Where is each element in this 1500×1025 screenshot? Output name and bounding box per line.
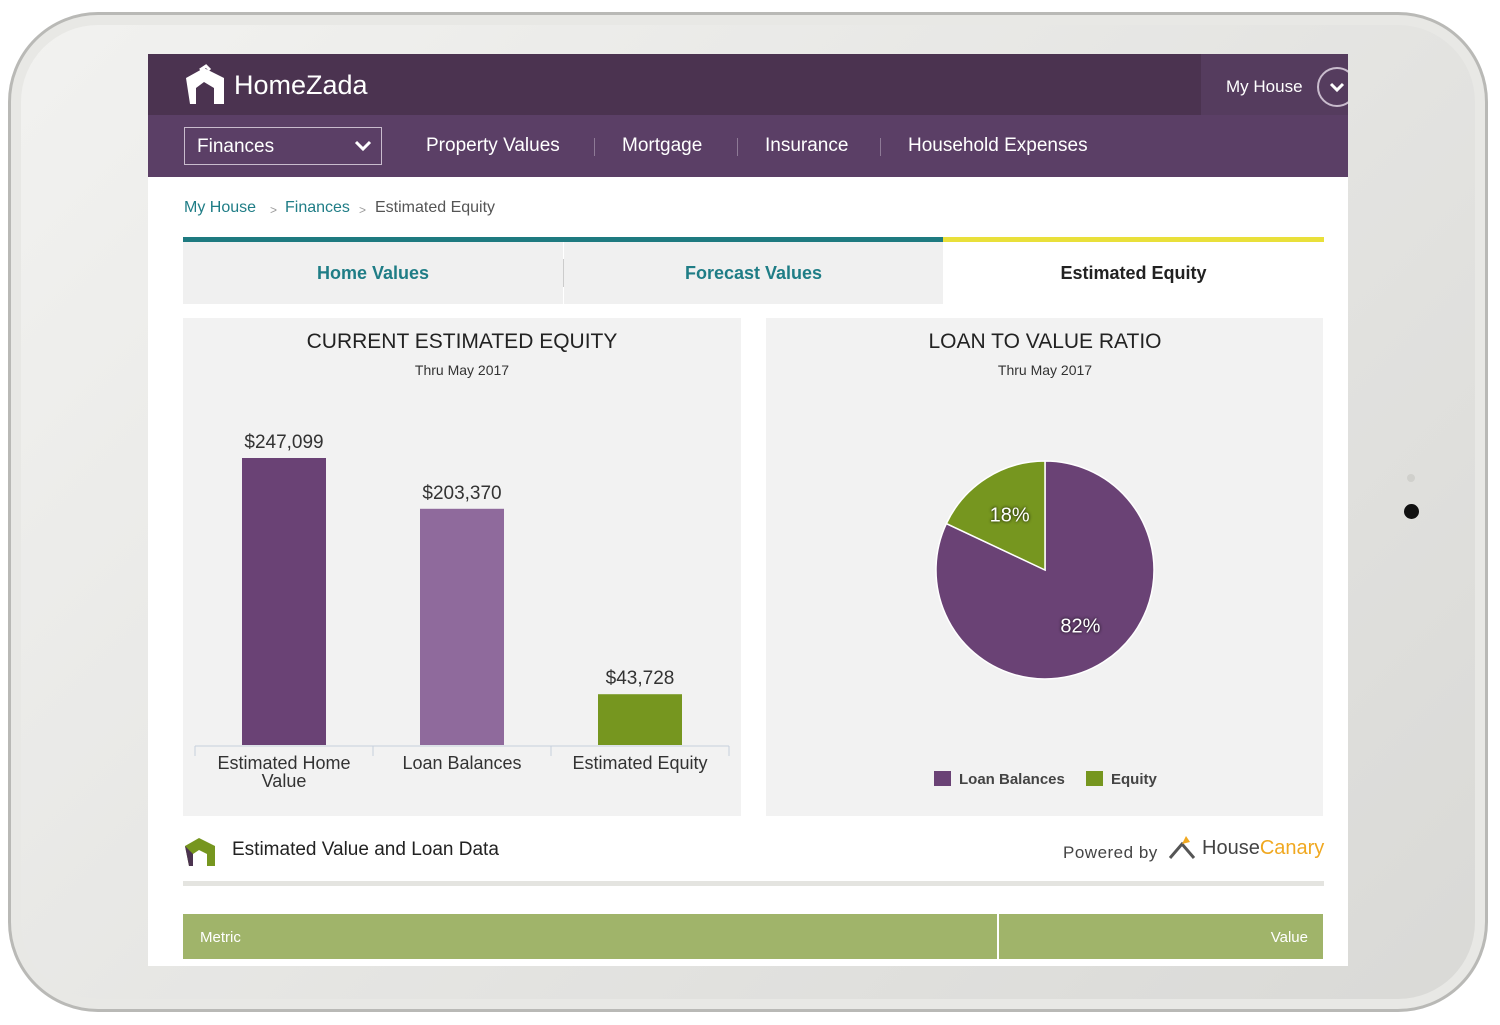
chart-title: LOAN TO VALUE RATIO — [928, 330, 1161, 353]
table-header — [183, 914, 1323, 959]
provider: HouseCanary — [1202, 837, 1324, 860]
tab-separator — [563, 259, 564, 287]
value-label: $203,370 — [422, 483, 501, 504]
slice-label: 82% — [1060, 616, 1100, 638]
nav-separator — [880, 138, 881, 156]
breadcrumb-separator: > — [359, 203, 367, 217]
chart-title: CURRENT ESTIMATED EQUITY — [307, 330, 618, 353]
value-label: $247,099 — [244, 432, 323, 453]
section-title: Estimated Value and Loan Data — [232, 839, 499, 860]
bar — [420, 508, 504, 745]
provider-icon — [1168, 836, 1196, 859]
provider-part: Canary — [1259, 837, 1325, 859]
powered-by: Powered by — [1063, 843, 1158, 862]
legend-label: Equity — [1111, 771, 1157, 788]
table-divider — [997, 914, 999, 959]
pie-chart: LOAN TO VALUE RATIO Thru May 2017 82% 18% Lo… — [928, 330, 1161, 788]
screen: HomeZada My House Finances Property Valu… — [148, 54, 1348, 966]
bar — [242, 458, 326, 745]
header — [148, 54, 1348, 115]
nav-link[interactable]: Mortgage — [622, 135, 703, 156]
user-menu-toggle[interactable] — [1317, 67, 1348, 107]
bar-chart: CURRENT ESTIMATED EQUITY Thru May 2017 $24… — [194, 330, 730, 756]
nav-bar — [148, 115, 1348, 177]
chart-subtitle: Thru May 2017 — [415, 362, 509, 378]
progress-teal — [183, 237, 943, 242]
logo-icon — [186, 64, 224, 104]
brand: HomeZada — [234, 70, 368, 100]
tab[interactable]: Forecast Values — [564, 242, 943, 304]
x-tick-label: Estimated Home Value — [217, 753, 351, 791]
user-menu[interactable]: My House — [1226, 77, 1303, 96]
breadcrumb-link[interactable]: Finances — [285, 199, 350, 216]
legend-swatch — [934, 771, 951, 786]
table-header-cell[interactable]: Value — [1270, 929, 1308, 946]
nav-separator — [737, 138, 738, 156]
pie-slice — [945, 460, 1046, 572]
chart-subtitle: Thru May 2017 — [998, 362, 1092, 378]
bar — [598, 694, 682, 745]
section-dropdown[interactable]: Finances — [184, 127, 382, 165]
nav-link[interactable]: Household Expenses — [908, 135, 1088, 156]
tab-active[interactable]: Estimated Equity — [943, 242, 1324, 304]
breadcrumb-link[interactable]: My House — [184, 199, 257, 216]
table-header-cell[interactable]: Metric — [200, 929, 241, 946]
section-icon — [185, 838, 215, 866]
divider — [183, 881, 1324, 886]
x-tick-label: Loan Balances — [402, 753, 522, 773]
breadcrumb-current: Estimated Equity — [375, 199, 496, 216]
value-label: $43,728 — [606, 668, 675, 689]
slice-label: 18% — [990, 504, 1030, 526]
breadcrumb-separator: > — [270, 203, 278, 217]
legend-swatch — [1086, 771, 1103, 786]
provider-part: House — [1202, 837, 1260, 859]
bar-panel: CURRENT ESTIMATED EQUITY Thru May 2017 $24… — [183, 318, 741, 816]
camera — [1404, 504, 1419, 519]
nav-link[interactable]: Insurance — [765, 135, 849, 156]
progress-yellow — [943, 237, 1324, 242]
sensor — [1407, 474, 1415, 482]
nav-link[interactable]: Property Values — [426, 135, 560, 156]
x-tick-label: Estimated Equity — [572, 753, 708, 773]
legend-label: Loan Balances — [959, 771, 1065, 788]
tab[interactable]: Home Values — [183, 242, 563, 304]
pie-panel: LOAN TO VALUE RATIO Thru May 2017 82% 18% Lo… — [766, 318, 1323, 816]
dropdown-label: Finances — [197, 136, 275, 157]
nav-separator — [594, 138, 595, 156]
